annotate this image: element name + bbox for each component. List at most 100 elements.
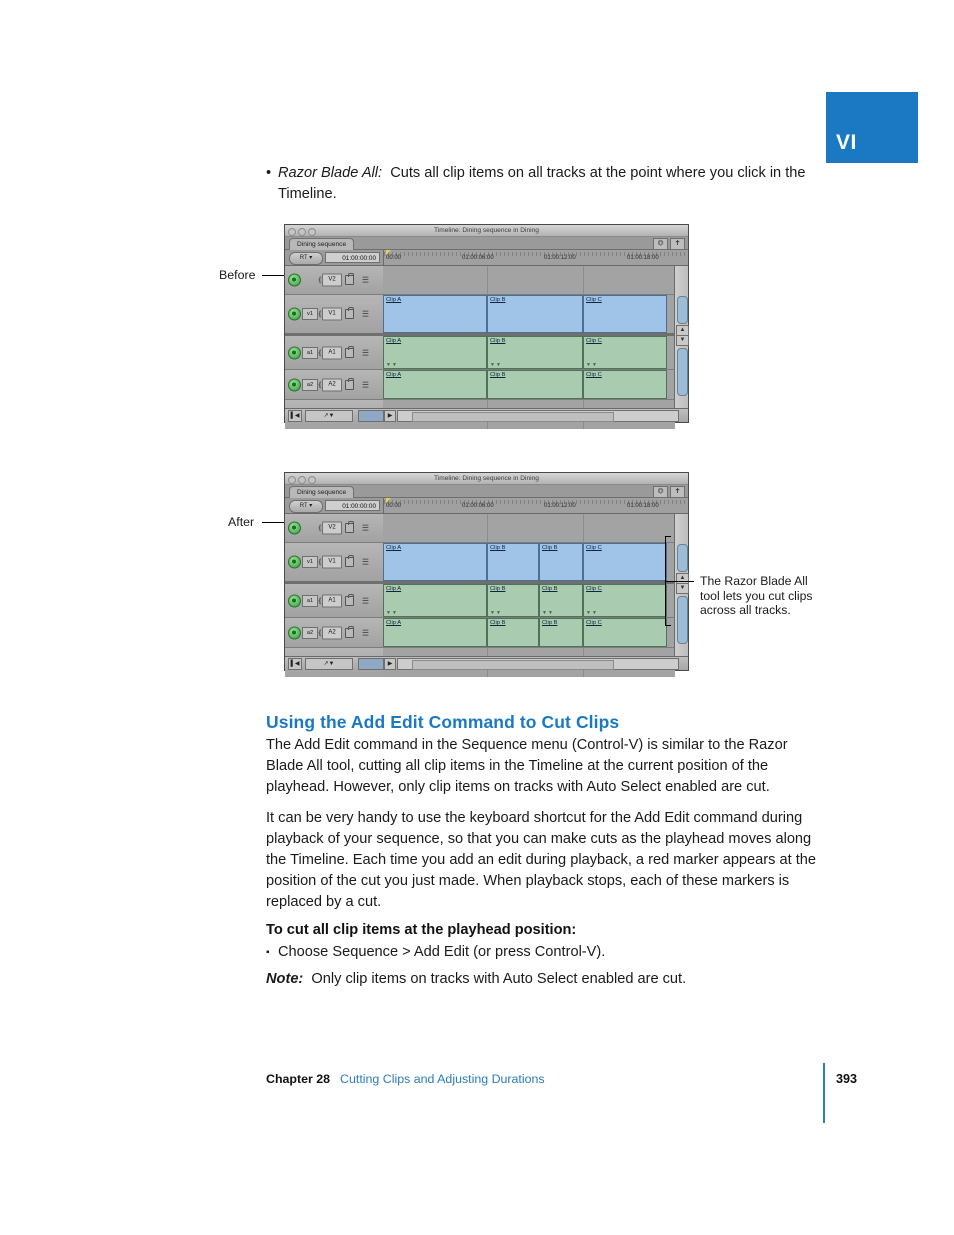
track-visibility-v2[interactable]: V2 — [322, 273, 342, 287]
clip-item[interactable]: Clip A ▼▼ — [383, 336, 487, 369]
track-lane-a1[interactable]: Clip A ▼▼ Clip B ▼▼ Clip C ▼▼ — [383, 336, 675, 369]
scroll-thumb-upper[interactable] — [677, 544, 688, 572]
scroll-down-arrow[interactable]: ▼ — [676, 335, 689, 346]
lock-icon[interactable] — [345, 345, 354, 358]
current-timecode-field[interactable]: 01:00:00:00 — [325, 500, 380, 511]
clip-item[interactable]: Clip B — [487, 618, 539, 647]
clip-item[interactable]: Clip A ▼▼ — [383, 584, 487, 617]
timeline-footer[interactable]: ▌◀ ↗▼ ▶ — [285, 656, 688, 670]
track-header-v2[interactable]: ❴ V2 ☰ — [285, 266, 384, 294]
level-icon[interactable]: ☰ — [361, 557, 370, 567]
h-scroll-thumb[interactable] — [412, 660, 614, 670]
clip-item[interactable]: Clip B ▼▼ — [539, 584, 583, 617]
timeline-buttons[interactable]: ⏣ ✝ — [653, 238, 685, 250]
source-v1[interactable]: v1 — [302, 556, 318, 568]
footer-title[interactable]: Cutting Clips and Adjusting Durations — [340, 1072, 545, 1086]
track-lane-a2[interactable]: Clip A Clip B Clip C — [383, 370, 675, 399]
tab-dining-sequence[interactable]: Dining sequence — [289, 486, 355, 498]
track-a1[interactable]: a1 ❴ A1 ☰ Clip A ▼▼ Clip B ▼▼ Clip B ▼▼ Clip C… — [285, 584, 688, 618]
level-icon[interactable]: ☰ — [361, 596, 370, 605]
source-a2[interactable]: a2 — [302, 626, 318, 639]
track-visibility-v1[interactable]: V1 — [322, 555, 342, 569]
clip-item[interactable]: Clip C — [583, 370, 667, 399]
vertical-scrollbar[interactable]: ▲ ▼ — [674, 514, 689, 656]
time-ruler[interactable]: 00:00 01:00:06:00 01:00:12:00 01:00:18:0… — [383, 250, 688, 265]
track-v2[interactable]: ❴ V2 ☰ — [285, 266, 688, 295]
clip-item[interactable]: Clip B ▼▼ — [487, 584, 539, 617]
auto-select-icon[interactable] — [288, 378, 301, 391]
lock-icon[interactable] — [345, 377, 354, 390]
clip-item[interactable]: Clip A — [383, 543, 487, 581]
clip-item[interactable]: Clip A — [383, 618, 487, 647]
time-ruler[interactable]: 00:00 01:00:06:00 01:00:12:00 01:00:18:0… — [383, 498, 688, 513]
track-audible-a1[interactable]: A1 — [322, 346, 342, 359]
track-audible-a2[interactable]: A2 — [322, 626, 342, 639]
track-audible-a1[interactable]: A1 — [322, 594, 342, 607]
level-icon[interactable]: ☰ — [361, 275, 370, 285]
linked-selection-icon[interactable]: ⏣ — [653, 486, 668, 498]
track-area[interactable]: ❴ V2 ☰ v1 ❴ V1 ☰ Clip A Clip B — [285, 514, 689, 677]
scroll-thumb-lower[interactable] — [677, 596, 688, 644]
level-icon[interactable]: ☰ — [361, 309, 370, 319]
clip-item[interactable]: Clip B — [539, 543, 583, 581]
lock-icon[interactable] — [345, 593, 354, 606]
timeline-window-before[interactable]: Timeline: Dining sequence in Dining Dini… — [284, 224, 689, 429]
horizontal-scrollbar[interactable] — [397, 410, 679, 422]
playhead-icon[interactable] — [386, 498, 391, 503]
track-lane-v2[interactable] — [383, 514, 675, 542]
h-scroll-thumb[interactable] — [412, 412, 614, 422]
track-a2[interactable]: a2 ❴ A2 ☰ Clip A Clip B Clip B Clip C — [285, 618, 688, 648]
auto-select-icon[interactable] — [288, 273, 301, 287]
auto-select-icon[interactable] — [288, 346, 301, 359]
track-lane-v2[interactable] — [383, 266, 675, 294]
clip-item[interactable]: Clip B — [487, 543, 539, 581]
clip-item[interactable]: Clip C ▼▼ — [583, 336, 667, 369]
timeline-buttons[interactable]: ⏣ ✝ — [653, 486, 685, 498]
vertical-scrollbar[interactable]: ▲ ▼ — [674, 266, 689, 408]
zoom-slider-arrow[interactable]: ▶ — [384, 410, 396, 422]
linked-selection-icon[interactable]: ⏣ — [653, 238, 668, 250]
clip-item[interactable]: Clip C — [583, 543, 667, 581]
track-v2[interactable]: ❴ V2 ☰ — [285, 514, 688, 543]
track-area[interactable]: ❴ V2 ☰ v1 ❴ V1 ☰ Clip — [285, 266, 689, 429]
track-a2[interactable]: a2 ❴ A2 ☰ Clip A Clip B Clip C — [285, 370, 688, 400]
clip-item[interactable]: Clip C — [583, 618, 667, 647]
track-header-a1[interactable]: a1 ❴ A1 ☰ — [285, 336, 384, 369]
track-lane-v1[interactable]: Clip A Clip B Clip B Clip C — [383, 543, 675, 581]
tab-dining-sequence[interactable]: Dining sequence — [289, 238, 355, 250]
clip-overlays-icon[interactable]: ▌◀ — [288, 410, 302, 422]
clip-overlays-icon[interactable]: ▌◀ — [288, 658, 302, 670]
snapping-icon[interactable]: ✝ — [670, 486, 685, 498]
track-lane-a2[interactable]: Clip A Clip B Clip B Clip C — [383, 618, 675, 647]
track-header-a1[interactable]: a1 ❴ A1 ☰ — [285, 584, 384, 617]
horizontal-scrollbar[interactable] — [397, 658, 679, 670]
track-header-v2[interactable]: ❴ V2 ☰ — [285, 514, 384, 542]
source-a1[interactable]: a1 — [302, 594, 318, 607]
clip-item[interactable]: Clip B — [487, 295, 583, 333]
track-v1[interactable]: v1 ❴ V1 ☰ Clip A Clip B Clip B Clip C — [285, 543, 688, 584]
lock-icon[interactable] — [345, 273, 354, 285]
clip-item[interactable]: Clip B ▼▼ — [487, 336, 583, 369]
rt-popup-button[interactable]: RT ▾ — [289, 252, 323, 265]
level-icon[interactable]: ☰ — [361, 380, 370, 389]
track-a1[interactable]: a1 ❴ A1 ☰ Clip A ▼▼ Clip B ▼▼ Clip C ▼▼ — [285, 336, 688, 370]
window-controls[interactable] — [288, 227, 316, 236]
track-v1[interactable]: v1 ❴ V1 ☰ Clip A Clip B Clip C — [285, 295, 688, 336]
clip-item[interactable]: Clip A — [383, 295, 487, 333]
track-header-a2[interactable]: a2 ❴ A2 ☰ — [285, 618, 384, 647]
track-lane-a1[interactable]: Clip A ▼▼ Clip B ▼▼ Clip B ▼▼ Clip C ▼▼ — [383, 584, 675, 617]
track-header-a2[interactable]: a2 ❴ A2 ☰ — [285, 370, 384, 399]
level-icon[interactable]: ☰ — [361, 348, 370, 357]
auto-select-icon[interactable] — [288, 307, 301, 321]
keyframe-editor-icon[interactable]: ↗▼ — [305, 658, 353, 670]
track-visibility-v2[interactable]: V2 — [322, 521, 342, 535]
level-icon[interactable]: ☰ — [361, 523, 370, 533]
auto-select-icon[interactable] — [288, 626, 301, 639]
timeline-window-after[interactable]: Timeline: Dining sequence in Dining Dini… — [284, 472, 689, 677]
window-controls[interactable] — [288, 475, 316, 484]
clip-item[interactable]: Clip C ▼▼ — [583, 584, 667, 617]
zoom-slider-arrow[interactable]: ▶ — [384, 658, 396, 670]
track-height-control[interactable] — [358, 658, 384, 670]
track-lane-v1[interactable]: Clip A Clip B Clip C — [383, 295, 675, 333]
auto-select-icon[interactable] — [288, 521, 301, 535]
